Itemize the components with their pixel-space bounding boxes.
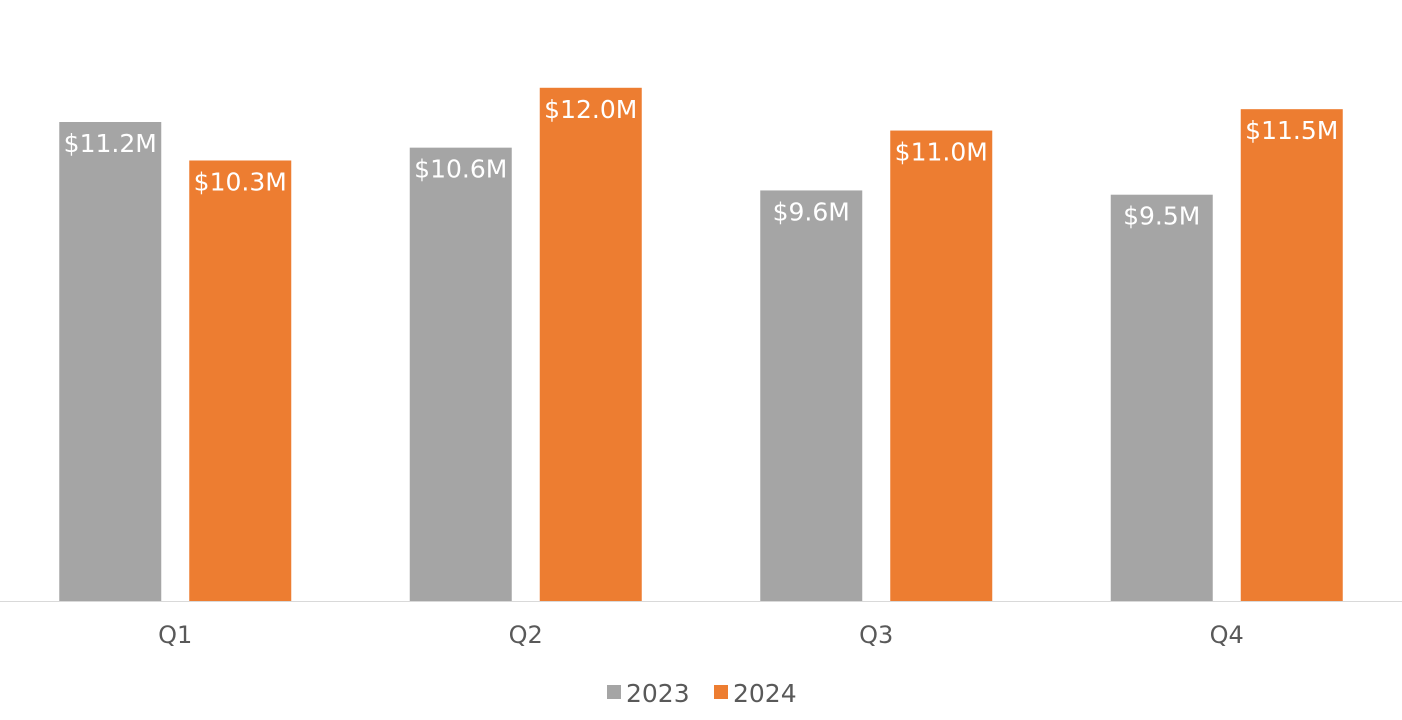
data-label-q2-2024: $12.0M <box>544 95 637 124</box>
bar-q2-2024 <box>539 87 642 602</box>
data-label-q4-2023: $9.5M <box>1123 202 1200 231</box>
data-label-q2-2023: $10.6M <box>414 155 507 184</box>
category-label-q4: Q4 <box>1210 621 1244 649</box>
bars-layer <box>59 87 1343 602</box>
bar-q1-2024 <box>189 160 292 601</box>
legend-label-2023: 2023 <box>626 679 690 708</box>
data-label-q1-2024: $10.3M <box>194 167 287 196</box>
bar-q4-2023 <box>1110 194 1213 601</box>
category-label-q1: Q1 <box>158 621 192 649</box>
legend-swatch-2023 <box>607 685 621 699</box>
bar-q4-2024 <box>1240 109 1343 601</box>
category-label-q3: Q3 <box>859 621 893 649</box>
legend-label-2024: 2024 <box>733 679 797 708</box>
bar-q1-2023 <box>59 122 162 601</box>
category-label-q2: Q2 <box>509 621 543 649</box>
bar-q3-2024 <box>890 130 993 601</box>
data-label-q3-2023: $9.6M <box>773 197 850 226</box>
data-label-q1-2023: $11.2M <box>64 129 157 158</box>
bar-labels-layer: $11.2M $10.3M $10.6M $12.0M $9.6M $11.0M $9.5M… <box>64 95 1339 231</box>
bar-q2-2023 <box>409 147 512 602</box>
data-label-q4-2024: $11.5M <box>1245 116 1338 145</box>
data-label-q3-2024: $11.0M <box>895 138 988 167</box>
legend: 2023 2024 <box>607 679 797 708</box>
category-labels-layer: Q1 Q2 Q3 Q4 <box>158 621 1244 649</box>
legend-swatch-2024 <box>714 685 728 699</box>
bar-q3-2023 <box>760 190 863 601</box>
